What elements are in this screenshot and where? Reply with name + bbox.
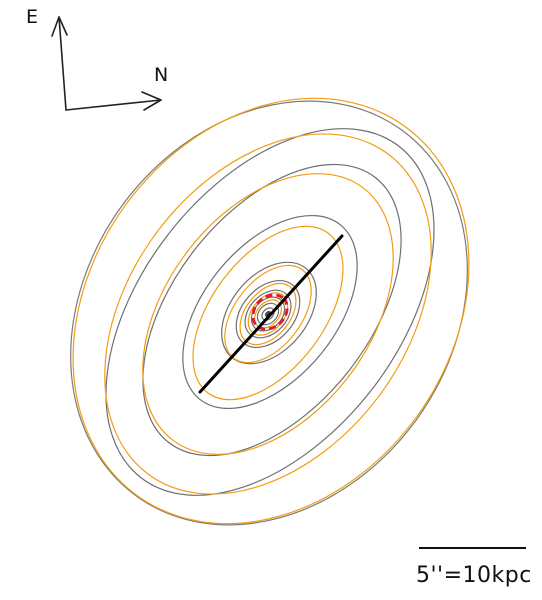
model-contour-4 — [192, 225, 344, 401]
north-arrow-icon — [65, 91, 162, 111]
compass-north-label: N — [154, 64, 169, 86]
model-contour-8 — [254, 299, 282, 329]
model-contour-2 — [104, 133, 432, 495]
major-axis-line — [198, 234, 344, 394]
observed-contour-10 — [261, 307, 275, 321]
compass-east-label: E — [26, 6, 39, 28]
east-arrow-icon — [51, 16, 68, 111]
observed-contour-7 — [244, 289, 292, 339]
model-contour-1 — [72, 97, 470, 525]
observed-contour-4 — [182, 214, 358, 410]
observed-contour-8 — [250, 296, 286, 332]
observed-contour-2 — [105, 128, 435, 496]
model-contour-3 — [142, 173, 394, 455]
observed-isophotes — [70, 100, 468, 526]
compass — [51, 16, 162, 111]
observed-contour-3 — [142, 163, 402, 457]
observed-contour-9 — [256, 302, 280, 326]
scale-bar-label: 5''=10kpc — [416, 563, 532, 588]
observed-contour-1 — [70, 100, 468, 526]
model-contour-5 — [224, 264, 312, 364]
